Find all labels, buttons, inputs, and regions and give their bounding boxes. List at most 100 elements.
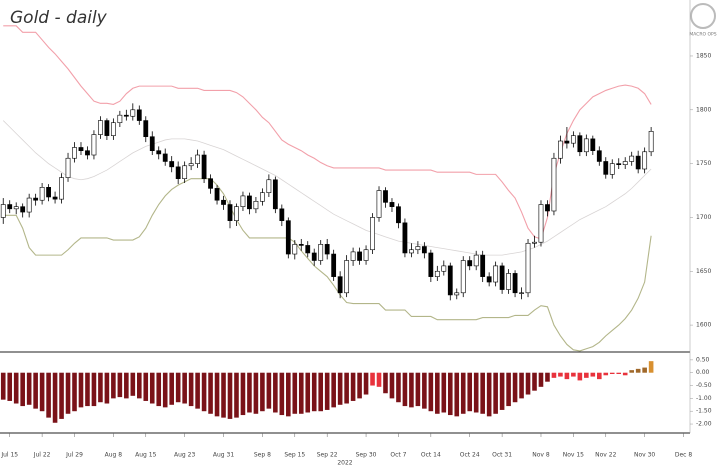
candle-body	[590, 138, 596, 152]
bar	[519, 372, 524, 399]
bar	[85, 372, 90, 407]
x-tick-label: Jul 29	[65, 452, 83, 459]
bar	[467, 372, 473, 412]
candle-body	[20, 206, 26, 213]
bar	[117, 372, 123, 398]
bar	[409, 372, 414, 408]
bar	[279, 372, 285, 416]
bar	[201, 372, 207, 412]
y-tick-label: 1800	[696, 106, 711, 113]
bar	[286, 372, 291, 417]
candle-body	[175, 166, 181, 179]
candle-body	[473, 254, 479, 267]
bar	[318, 372, 324, 412]
candle-body	[460, 260, 466, 294]
x-tick-label: Oct 7	[390, 452, 406, 459]
bar	[143, 372, 149, 401]
bar	[13, 372, 19, 404]
candle-body	[551, 157, 557, 212]
candle-body	[337, 276, 343, 294]
bar	[551, 372, 557, 378]
bar	[149, 372, 155, 404]
bar	[538, 372, 544, 387]
bar	[234, 372, 239, 418]
bar	[260, 372, 265, 412]
bar	[111, 372, 116, 399]
bar	[72, 372, 77, 412]
bar	[78, 372, 84, 408]
band-line	[2, 120, 652, 256]
candle-body	[130, 109, 136, 117]
candle-body	[447, 265, 453, 296]
bar	[525, 372, 531, 395]
x-tick-label: Nov 22	[595, 452, 616, 459]
bar	[214, 372, 220, 417]
bar	[91, 372, 97, 407]
x-tick-label: Nov 30	[634, 452, 655, 459]
candle-body	[162, 153, 168, 162]
candle-body	[616, 163, 622, 165]
x-tick-label: Oct 31	[492, 452, 512, 459]
bar	[616, 372, 622, 374]
bar	[247, 372, 252, 413]
candle-body	[72, 147, 77, 159]
candle-body	[635, 155, 641, 170]
bar	[0, 372, 6, 400]
bar	[33, 372, 38, 409]
x-tick-label: Oct 24	[460, 452, 480, 459]
bar	[422, 372, 427, 409]
bar	[609, 372, 615, 374]
x-tick-label: Aug 31	[213, 452, 234, 459]
y-tick-label: 0.50	[696, 356, 710, 363]
bar	[52, 372, 58, 423]
bar	[59, 372, 64, 419]
y-tick-label: -2.00	[696, 421, 712, 428]
bar	[357, 372, 362, 399]
candle-body	[441, 265, 447, 272]
bar	[305, 372, 311, 413]
candle-body	[156, 150, 162, 155]
candle-body	[350, 251, 356, 261]
bar	[376, 372, 382, 387]
candle-body	[52, 196, 58, 200]
candle-body	[357, 251, 362, 261]
candle-body	[538, 204, 544, 243]
bar	[266, 372, 272, 409]
candle-body	[318, 244, 324, 261]
candle-body	[85, 150, 90, 156]
bar	[396, 372, 401, 403]
candle-body	[532, 241, 537, 244]
candle-body	[648, 131, 654, 153]
bar	[512, 372, 518, 403]
candle-body	[298, 244, 304, 246]
candle-body	[376, 190, 382, 218]
bar	[648, 361, 654, 373]
candle-body	[577, 135, 583, 153]
candle-body	[221, 199, 226, 205]
candle-body	[201, 154, 207, 179]
candle-body	[266, 179, 272, 193]
candle-body	[143, 120, 149, 138]
candle-body	[564, 140, 570, 144]
candle-body	[285, 220, 291, 255]
candle-body	[26, 197, 32, 213]
bar	[441, 372, 447, 413]
year-label: 2022	[337, 460, 352, 467]
bar	[454, 372, 460, 417]
x-tick-label: Sep 15	[284, 452, 305, 459]
y-tick-label: 0.00	[696, 369, 710, 376]
bar	[532, 372, 537, 391]
candle-body	[324, 244, 330, 255]
candle-body	[486, 276, 492, 283]
candle-body	[311, 252, 317, 261]
candle-body	[642, 151, 648, 170]
bar	[402, 372, 408, 407]
candle-body	[383, 190, 388, 203]
bar	[596, 372, 602, 380]
bar	[506, 372, 511, 407]
candle-body	[519, 292, 524, 294]
y-tick-label: -1.50	[696, 408, 712, 415]
candle-body	[545, 204, 550, 212]
bar	[156, 372, 162, 407]
bar	[169, 372, 174, 405]
